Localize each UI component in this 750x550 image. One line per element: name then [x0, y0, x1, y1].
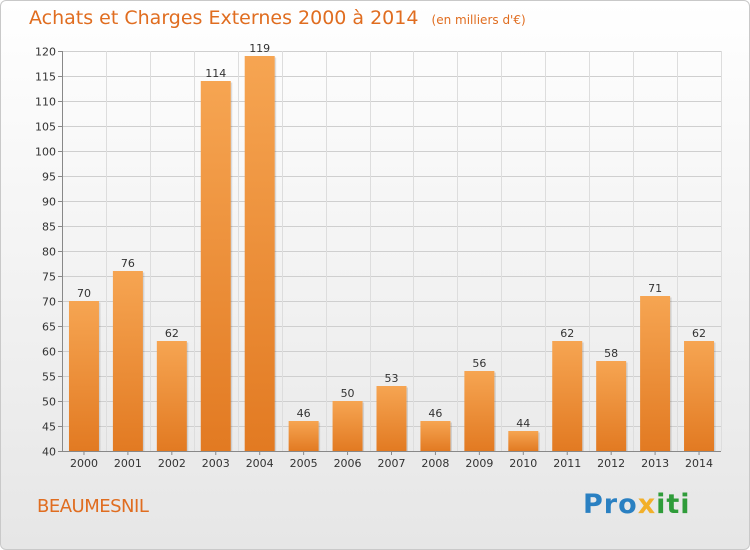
brand-logo[interactable]: Proxiti	[583, 489, 691, 520]
x-tick-label: 2012	[597, 457, 625, 470]
y-tick-label: 75	[42, 271, 56, 284]
data-label: 46	[428, 407, 442, 420]
data-label: 53	[385, 372, 399, 385]
bar	[156, 341, 187, 451]
bar	[68, 301, 99, 451]
bar	[420, 421, 451, 451]
bar	[684, 341, 715, 451]
brand-letter: P	[583, 489, 604, 520]
x-tick-label: 2010	[509, 457, 537, 470]
bar	[596, 361, 627, 451]
data-label: 58	[604, 347, 618, 360]
x-tick-label: 2000	[70, 457, 98, 470]
bar	[376, 386, 407, 451]
town-name: BEAUMESNIL	[37, 496, 149, 517]
y-tick-label: 85	[42, 221, 56, 234]
y-tick-label: 100	[35, 146, 56, 159]
brand-letter: o	[618, 489, 638, 520]
data-label: 62	[692, 327, 706, 340]
brand-letter: i	[680, 489, 691, 520]
x-tick-label: 2006	[334, 457, 362, 470]
y-axis: 40 45 50 55 60 65 70 75 80 85 90 95 100 105 110 115 120	[35, 46, 63, 459]
bar	[640, 296, 671, 451]
chart-title: Achats et Charges Externes 2000 à 2014	[29, 7, 419, 29]
y-tick-label: 60	[42, 346, 56, 359]
chart-subtitle: (en milliers d'€)	[431, 13, 526, 27]
data-label: 56	[472, 357, 486, 370]
x-tick-label: 2001	[114, 457, 142, 470]
y-tick-label: 90	[42, 196, 56, 209]
x-tick-label: 2008	[421, 457, 449, 470]
y-tick-label: 45	[42, 421, 56, 434]
data-labels: 70 76 62 114 119 46 50 53 46 56 44 62 58 71 62	[77, 42, 706, 430]
bars	[68, 56, 716, 451]
y-tick-label: 95	[42, 171, 56, 184]
data-label: 44	[516, 417, 530, 430]
bar	[288, 421, 319, 451]
data-label: 62	[165, 327, 179, 340]
data-label: 46	[297, 407, 311, 420]
data-label: 70	[77, 287, 91, 300]
x-tick-label: 2003	[202, 457, 230, 470]
x-tick-label: 2007	[378, 457, 406, 470]
bar	[508, 431, 539, 451]
data-label: 71	[648, 282, 662, 295]
data-label: 50	[341, 387, 355, 400]
brand-letter: t	[666, 489, 681, 520]
y-tick-label: 110	[35, 96, 56, 109]
y-tick-label: 65	[42, 321, 56, 334]
data-label: 114	[205, 67, 226, 80]
y-tick-label: 120	[35, 46, 56, 59]
y-tick-label: 50	[42, 396, 56, 409]
bar	[200, 81, 231, 451]
chart-header: Achats et Charges Externes 2000 à 2014 (…	[29, 7, 526, 29]
data-label: 76	[121, 257, 135, 270]
y-tick-label: 55	[42, 371, 56, 384]
bar	[552, 341, 583, 451]
data-label: 62	[560, 327, 574, 340]
x-tick-label: 2011	[553, 457, 581, 470]
x-tick-label: 2004	[246, 457, 274, 470]
bar	[332, 401, 363, 451]
x-tick-label: 2014	[685, 457, 713, 470]
data-label: 119	[249, 42, 270, 55]
y-tick-label: 105	[35, 121, 56, 134]
y-tick-label: 40	[42, 446, 56, 459]
brand-letter: i	[656, 489, 667, 520]
y-tick-label: 115	[35, 71, 56, 84]
brand-letter: x	[637, 489, 657, 520]
x-axis: 2000 2001 2002 2003 2004 2005 2006 2007 2008 2009…	[62, 451, 721, 470]
brand-letter: r	[603, 489, 619, 520]
bar	[112, 271, 143, 451]
x-tick-label: 2013	[641, 457, 669, 470]
x-tick-label: 2009	[465, 457, 493, 470]
y-tick-label: 80	[42, 246, 56, 259]
x-tick-label: 2002	[158, 457, 186, 470]
y-tick-label: 70	[42, 296, 56, 309]
bar	[464, 371, 495, 451]
x-tick-label: 2005	[290, 457, 318, 470]
bar	[244, 56, 275, 451]
